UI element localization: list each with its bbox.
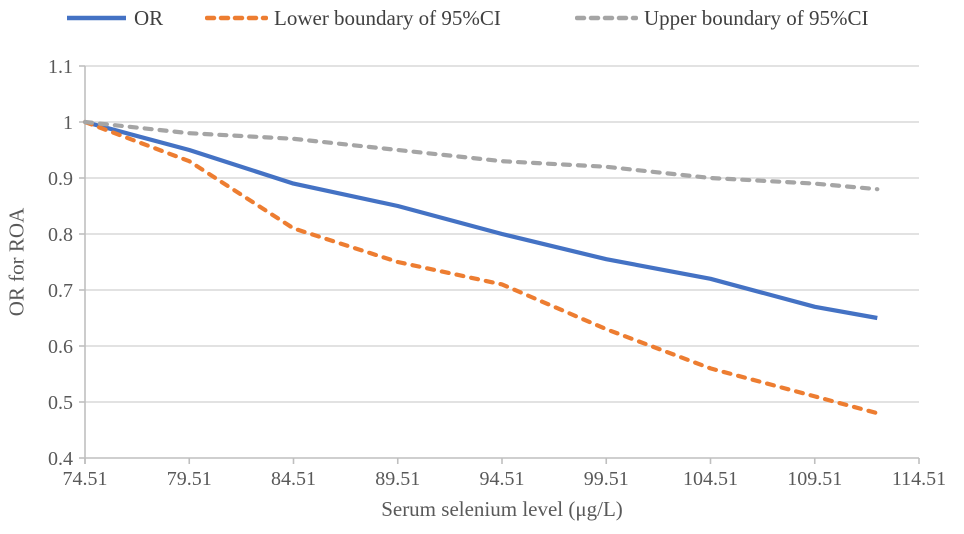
- x-tick-label: 94.51: [480, 468, 525, 490]
- x-axis-title: Serum selenium level (μg/L): [381, 497, 623, 521]
- y-tick-label: 0.8: [48, 224, 73, 246]
- series-line-upper-boundary-of-95-ci: [82, 119, 880, 192]
- x-tick-label: 84.51: [271, 468, 316, 490]
- legend-line-swatch: [205, 15, 268, 21]
- y-tick-label: 1: [63, 112, 73, 134]
- legend-item-label: OR: [134, 6, 164, 30]
- legend-item-label: Lower boundary of 95%CI: [274, 6, 501, 30]
- y-axis-title: OR for ROA: [4, 207, 29, 317]
- y-tick-label: 0.5: [48, 392, 73, 414]
- x-tick-label: 99.51: [584, 468, 629, 490]
- legend-item-lower-boundary-of-95-ci: Lower boundary of 95%CI: [205, 6, 501, 30]
- x-tick-label: 114.51: [892, 468, 946, 490]
- y-tick-label: 0.4: [48, 448, 73, 470]
- x-tick-label: 89.51: [375, 468, 420, 490]
- series-line-lower-boundary-of-95-ci: [82, 119, 880, 416]
- legend-item-upper-boundary-of-95-ci: Upper boundary of 95%CI: [575, 6, 869, 30]
- x-tick-label: 104.51: [683, 468, 738, 490]
- legend-line-swatch: [67, 15, 126, 21]
- y-tick-label: 0.6: [48, 336, 73, 358]
- x-tick-label: 109.51: [787, 468, 842, 490]
- legend-item-label: Upper boundary of 95%CI: [644, 6, 869, 30]
- legend-item-or: OR: [65, 6, 163, 30]
- series-line-or: [84, 119, 878, 321]
- x-tick-label: 74.51: [63, 468, 108, 490]
- y-tick-label: 0.9: [48, 168, 73, 190]
- y-tick-label: 1.1: [48, 56, 73, 78]
- legend-line-swatch: [575, 15, 638, 21]
- y-tick-label: 0.7: [48, 280, 73, 302]
- x-tick-label: 79.51: [167, 468, 212, 490]
